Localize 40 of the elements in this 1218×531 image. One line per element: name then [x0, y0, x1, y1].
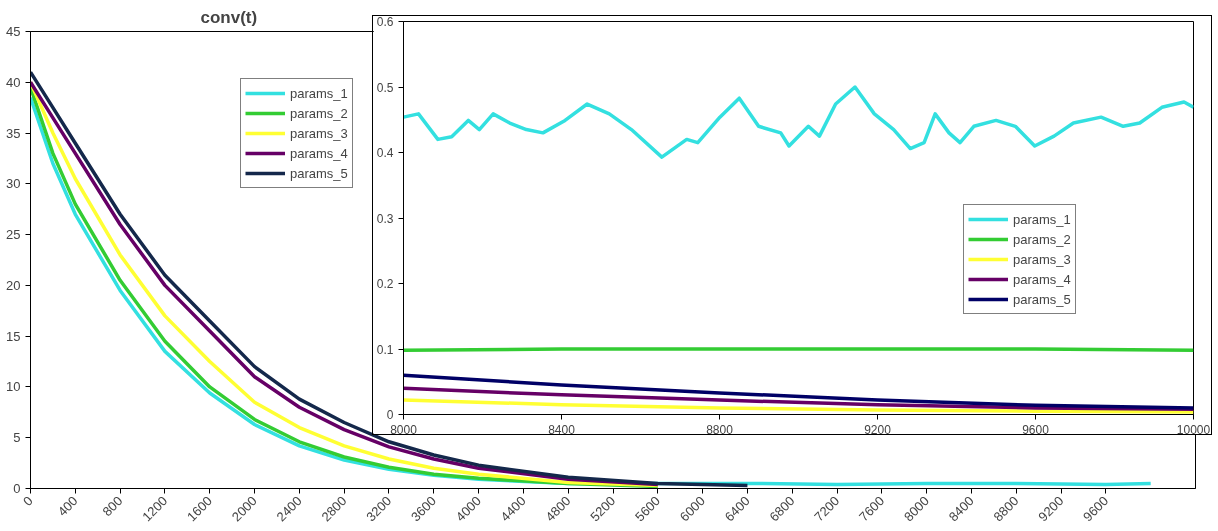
legend-label: params_4: [1013, 271, 1071, 287]
line-series: [403, 373, 1194, 410]
x-tick-label: 8800: [706, 422, 734, 437]
y-tick-label: 0.2: [376, 277, 394, 291]
y-tick-label: 15: [6, 328, 21, 344]
chart-title: conv(t): [200, 7, 258, 27]
line-series: [403, 85, 1194, 159]
legend-label: params_3: [290, 125, 348, 141]
legend-label: params_2: [290, 105, 348, 121]
line-series: [403, 386, 1194, 412]
x-tick-label: 9200: [864, 422, 892, 437]
legend-label: params_4: [290, 145, 348, 161]
x-tick-label: 8400: [548, 422, 576, 437]
legend-label: params_1: [290, 85, 348, 101]
x-tick-label: 10000: [1176, 422, 1211, 437]
line-series: [403, 398, 1194, 414]
legend-label: params_1: [1013, 211, 1071, 227]
legend-label: params_2: [1013, 231, 1071, 247]
y-tick-label: 0.5: [376, 80, 394, 95]
legend-label: params_3: [1013, 251, 1071, 267]
y-tick-label: 0.3: [376, 211, 394, 226]
y-tick-label: 0: [13, 481, 21, 496]
legend-label: params_5: [290, 165, 348, 181]
y-tick-label: 30: [6, 176, 21, 192]
x-tick-label: 400: [54, 493, 81, 520]
y-tick-label: 10: [6, 379, 21, 395]
x-tick-label: 9600: [1022, 422, 1050, 437]
y-tick-label: 0.1: [376, 342, 394, 357]
y-tick-label: 35: [6, 125, 21, 141]
x-tick-label: 8000: [390, 422, 418, 437]
y-tick-label: 40: [6, 74, 21, 90]
y-tick-label: 45: [6, 24, 21, 39]
y-tick-label: 5: [13, 430, 21, 446]
legend-label: params_5: [1013, 291, 1071, 307]
y-tick-label: 0: [386, 408, 394, 422]
y-tick-label: 0.6: [376, 15, 394, 29]
y-tick-label: 25: [6, 227, 21, 243]
y-tick-label: 20: [6, 277, 21, 293]
x-tick-label: 800: [99, 493, 126, 520]
y-tick-label: 0.4: [376, 146, 394, 160]
